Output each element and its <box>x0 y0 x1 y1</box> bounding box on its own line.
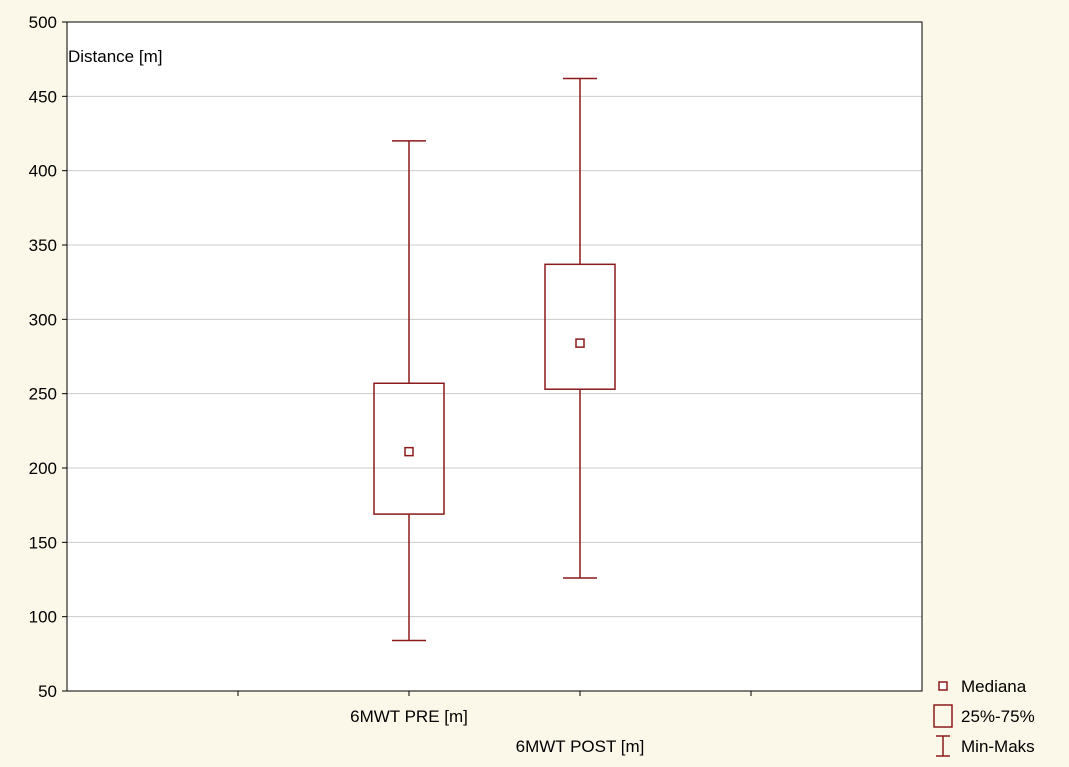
axis-layer: 50 100 150 200 250 300 350 400 450 500 6MWT PRE [m… <box>29 13 752 756</box>
y-tick-label: 150 <box>29 533 57 552</box>
y-tick-label: 450 <box>29 87 57 106</box>
legend-label: Min-Maks <box>961 737 1035 756</box>
legend-median-symbol <box>938 681 948 691</box>
grid-layer <box>67 95 922 618</box>
x-category-label: 6MWT POST [m] <box>516 737 645 756</box>
x-category-label: 6MWT PRE [m] <box>350 707 468 726</box>
legend-label: 25%-75% <box>961 707 1035 726</box>
box-plot-post <box>544 77 616 579</box>
legend-box-symbol <box>933 704 953 728</box>
y-tick-label: 500 <box>29 13 57 32</box>
iqr-box <box>544 263 616 390</box>
marks-layer <box>373 77 616 642</box>
y-tick-label: 350 <box>29 236 57 255</box>
iqr-box <box>373 382 445 515</box>
median-marker <box>575 338 585 348</box>
legend-label: Mediana <box>961 677 1027 696</box>
y-axis-title: Distance [m] <box>68 47 162 66</box>
y-tick-label: 200 <box>29 459 57 478</box>
y-tick-label: 50 <box>38 682 57 701</box>
y-tick-label: 400 <box>29 162 57 181</box>
legend: Mediana 25%-75% Min-Maks <box>933 677 1035 757</box>
y-tick-label: 100 <box>29 608 57 627</box>
plot-frame <box>66 21 923 692</box>
plot-area <box>67 22 922 691</box>
y-tick-label: 300 <box>29 310 57 329</box>
box-plot-pre <box>373 140 445 642</box>
y-tick-label: 250 <box>29 385 57 404</box>
median-marker <box>404 446 414 457</box>
